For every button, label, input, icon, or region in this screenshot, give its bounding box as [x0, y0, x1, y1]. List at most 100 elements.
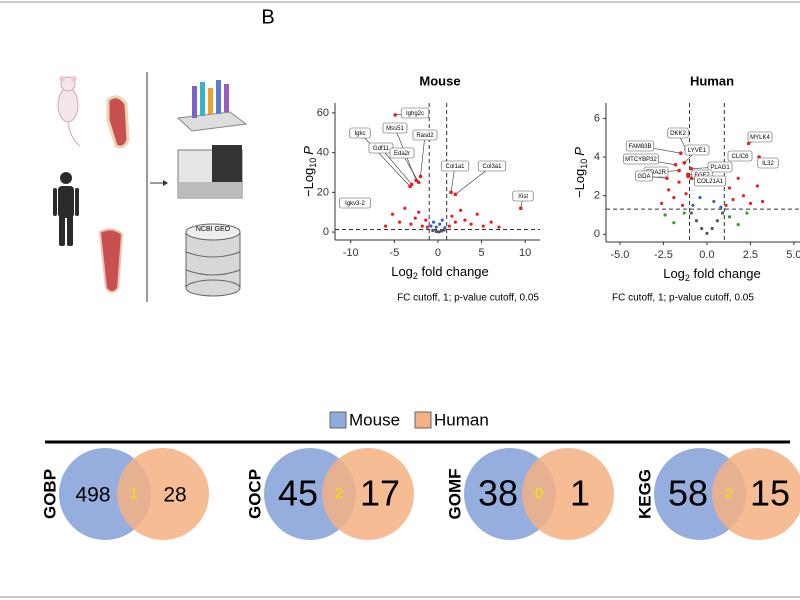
- point: [715, 219, 719, 223]
- gene-label-box: [727, 150, 753, 162]
- x-tick-label: 2.5: [743, 249, 758, 261]
- gene-label: COL21A1: [697, 179, 724, 185]
- gene-label-box: [512, 190, 534, 202]
- point: [663, 213, 667, 217]
- x-tick-label: -2.5: [654, 249, 673, 261]
- plot-title: Human: [690, 73, 734, 88]
- x-tick-label: 10: [519, 247, 531, 259]
- point: [698, 195, 702, 200]
- y-tick-label: 20: [317, 186, 329, 198]
- legend-label: Human: [434, 410, 489, 429]
- gene-label: Igkv3-2: [345, 201, 365, 207]
- x-label-part: fold change: [690, 266, 761, 281]
- point: [745, 211, 749, 215]
- point: [417, 210, 421, 214]
- x-label-part: 2: [685, 273, 690, 283]
- point: [489, 220, 493, 224]
- venn-human-count: 1: [570, 473, 590, 514]
- venn-shared-count: 2: [335, 485, 343, 502]
- x-axis-label: Log2 fold change: [391, 264, 489, 281]
- gene-leader: [420, 134, 426, 177]
- y-axis-label: −Log10 P: [572, 147, 589, 198]
- gene-point: [665, 176, 669, 181]
- x-tick-label: -5.0: [610, 249, 629, 261]
- gene-leader: [380, 147, 412, 185]
- gene-label: Ighg2c: [406, 111, 424, 117]
- y-tick-label: 0: [323, 226, 329, 238]
- gene-leader: [359, 132, 411, 187]
- venn: GOMF 38 0 1: [445, 448, 614, 540]
- gene-label-box: [694, 175, 726, 187]
- venn-human: [522, 448, 614, 540]
- point: [497, 225, 501, 229]
- gene-label-box: [412, 129, 438, 141]
- gene-point: [677, 168, 681, 173]
- legend-swatch: [329, 411, 347, 429]
- point: [760, 199, 765, 204]
- point: [439, 229, 444, 233]
- y-label-part: P: [301, 146, 316, 155]
- venn-label: GOCP: [245, 469, 264, 519]
- gene-point: [418, 174, 423, 179]
- y-label-part: 10: [579, 159, 589, 169]
- point: [741, 194, 746, 198]
- point: [720, 211, 725, 215]
- point: [424, 218, 428, 222]
- point: [438, 222, 442, 226]
- venn-human: [117, 448, 209, 540]
- gene-label-box: [339, 197, 371, 209]
- y-tick-label: 40: [317, 147, 329, 159]
- y-label-part: 10: [308, 158, 318, 168]
- gene-label: MTCYBP32: [625, 157, 657, 163]
- point: [700, 226, 704, 231]
- gene-label-box: [477, 160, 507, 172]
- point: [429, 224, 433, 228]
- sequencer-icon: [177, 145, 243, 199]
- gene-label: Xist: [518, 194, 528, 200]
- x-label-part: fold change: [418, 264, 489, 279]
- caption: FC cutoff, 1; p-value cutoff, 0.05: [397, 293, 539, 304]
- gene-point: [689, 176, 694, 181]
- microarray-icon: [176, 80, 248, 132]
- gene-point: [685, 172, 690, 177]
- x-tick-label: 5.0: [786, 249, 800, 261]
- point: [705, 231, 709, 235]
- venn-label: KEGG: [635, 469, 654, 519]
- point: [459, 208, 463, 212]
- gene-label: Col3a1: [482, 164, 502, 170]
- point: [684, 192, 688, 196]
- gene-label: DKK2: [670, 131, 686, 137]
- venn-label: GOMF: [445, 469, 464, 520]
- venn-mouse-count: 58: [668, 473, 708, 514]
- gene-label-box: [389, 147, 415, 159]
- gene-point: [689, 166, 694, 171]
- point: [453, 220, 457, 224]
- point: [731, 197, 735, 202]
- gene-point: [682, 161, 687, 165]
- x-label-part: 2: [413, 271, 418, 281]
- point: [672, 195, 676, 200]
- y-label-part: −Log: [301, 168, 316, 197]
- venn-human-count: 17: [360, 473, 400, 514]
- point: [475, 212, 479, 216]
- gene-label: GDA: [637, 174, 650, 180]
- point: [437, 230, 441, 234]
- venn-shared-count: 1: [130, 485, 138, 502]
- point: [481, 224, 485, 228]
- y-tick-label: 4: [594, 151, 600, 163]
- legend-swatch: [414, 411, 432, 429]
- gene-label: Eda2r: [394, 151, 410, 157]
- gene-point: [453, 192, 458, 197]
- gene-label: PLAG1: [710, 165, 730, 171]
- database-label: NCBI GEO: [196, 226, 231, 233]
- gene-label: Gdf11: [373, 146, 390, 152]
- y-tick-label: 60: [317, 107, 329, 119]
- mouse-icon: [57, 76, 81, 147]
- legend-label: Mouse: [349, 410, 400, 429]
- gene-label-box: [747, 131, 773, 143]
- volcano-plot: Mouse -10 -5 0 5 10 0 20 40 60 Ighg2c Igkc Mss51 Gdf1…: [301, 73, 540, 304]
- point: [677, 180, 681, 184]
- point: [727, 215, 732, 219]
- plot-title: Mouse: [419, 73, 460, 88]
